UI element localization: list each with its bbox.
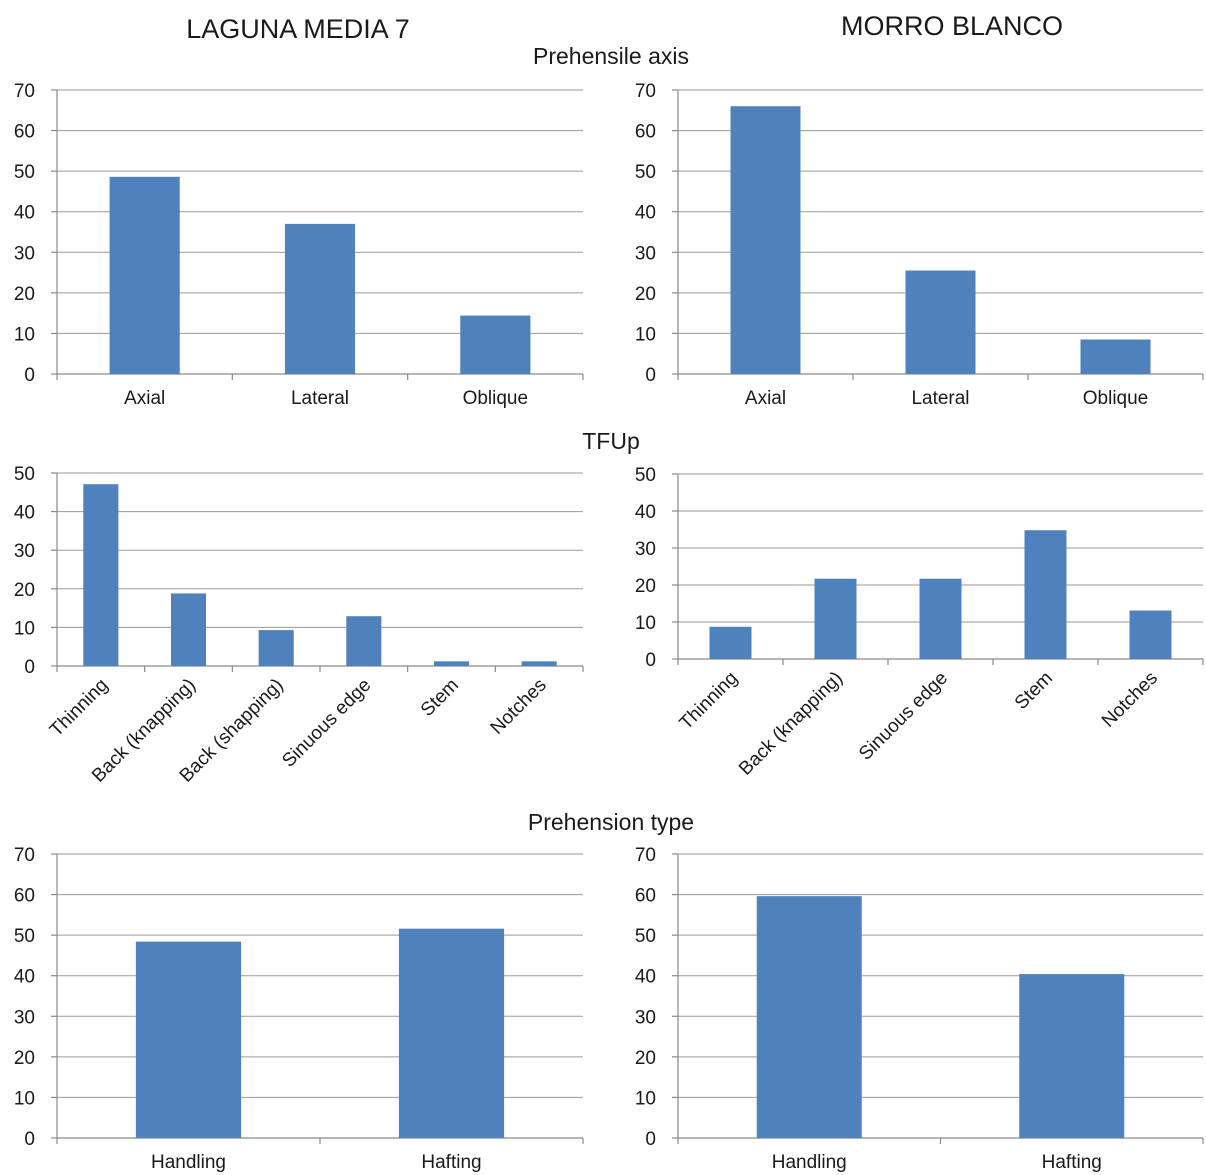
y-tick-label: 40 — [14, 503, 35, 524]
bar — [709, 626, 752, 659]
bar — [346, 616, 382, 666]
y-tick-label: 10 — [14, 324, 35, 345]
bar — [1129, 610, 1172, 659]
y-tick-label: 10 — [635, 324, 656, 345]
bar — [398, 928, 505, 1138]
y-tick-label: 70 — [635, 81, 656, 102]
y-tick-label: 50 — [14, 926, 35, 947]
category-label: Sinuous edge — [855, 668, 952, 765]
category-label: Axial — [745, 388, 786, 409]
bar — [258, 630, 294, 666]
bar — [135, 941, 242, 1138]
bar — [284, 223, 356, 374]
bar — [460, 315, 531, 374]
y-tick-label: 0 — [24, 365, 35, 386]
category-label: Stem — [1011, 668, 1057, 714]
y-tick-label: 0 — [24, 657, 35, 678]
bar — [1019, 974, 1125, 1138]
bar — [109, 176, 180, 374]
y-tick-label: 40 — [635, 502, 656, 523]
category-label: Handling — [151, 1152, 226, 1173]
y-tick-label: 0 — [645, 365, 656, 386]
category-label: Sinuous edge — [278, 675, 375, 772]
site-title-morro-blanco: MORRO BLANCO — [841, 11, 1063, 41]
category-label: Back (knapping) — [735, 668, 847, 780]
y-tick-label: 20 — [635, 576, 656, 597]
y-tick-label: 30 — [14, 1007, 35, 1028]
y-tick-label: 40 — [635, 203, 656, 224]
y-tick-label: 0 — [645, 650, 656, 671]
y-tick-label: 70 — [14, 845, 35, 866]
bar — [905, 270, 976, 374]
category-label: Oblique — [463, 388, 529, 409]
category-label: Hafting — [1042, 1152, 1102, 1173]
section-title-prehension-type: Prehension type — [528, 809, 694, 835]
y-tick-label: 60 — [14, 122, 35, 143]
chart-lm7-axis: 0 10 20 30 40 50 60 70 Axial Lateral Oblique — [14, 81, 584, 409]
y-tick-label: 60 — [14, 886, 35, 907]
y-tick-label: 10 — [14, 1088, 35, 1109]
category-label: Stem — [417, 675, 463, 721]
y-tick-label: 60 — [635, 122, 656, 143]
bar — [814, 578, 857, 659]
category-label: Lateral — [911, 388, 969, 409]
bar — [170, 593, 207, 666]
category-label: Thinning — [676, 668, 742, 734]
chart-mb-type: 0 10 20 30 40 50 60 70 Handling Hafting — [635, 845, 1204, 1173]
y-tick-label: 20 — [14, 1048, 35, 1069]
category-label: Notches — [487, 675, 551, 739]
y-tick-label: 20 — [14, 580, 35, 601]
category-label: Lateral — [291, 388, 349, 409]
y-tick-label: 70 — [635, 845, 656, 866]
bar — [1080, 339, 1151, 374]
bar — [521, 661, 557, 666]
y-tick-label: 20 — [635, 1048, 656, 1069]
bar — [756, 896, 862, 1138]
y-tick-label: 10 — [635, 613, 656, 634]
y-tick-label: 30 — [635, 1007, 656, 1028]
y-tick-label: 50 — [635, 162, 656, 183]
category-label: Oblique — [1083, 388, 1149, 409]
y-tick-label: 10 — [14, 618, 35, 639]
y-tick-label: 60 — [635, 886, 656, 907]
y-tick-label: 40 — [635, 967, 656, 988]
section-title-tfup: TFUp — [582, 428, 640, 454]
y-tick-label: 20 — [14, 284, 35, 305]
y-tick-label: 50 — [14, 464, 35, 485]
y-tick-label: 40 — [14, 967, 35, 988]
y-tick-label: 30 — [635, 243, 656, 264]
category-label: Axial — [124, 388, 165, 409]
y-tick-label: 10 — [635, 1088, 656, 1109]
y-tick-label: 30 — [14, 243, 35, 264]
y-tick-label: 50 — [635, 926, 656, 947]
category-label: Hafting — [421, 1152, 481, 1173]
y-tick-label: 50 — [635, 465, 656, 486]
y-tick-label: 0 — [645, 1129, 656, 1150]
bar — [919, 578, 962, 659]
category-label: Handling — [772, 1152, 847, 1173]
category-label: Notches — [1098, 668, 1162, 732]
section-title-prehensile-axis: Prehensile axis — [533, 43, 689, 69]
category-label: Thinning — [46, 675, 112, 741]
chart-lm7-type: 0 10 20 30 40 50 60 70 Handling Hafting — [14, 845, 584, 1173]
y-tick-label: 0 — [24, 1129, 35, 1150]
site-title-laguna-media-7: LAGUNA MEDIA 7 — [186, 14, 410, 44]
bar — [83, 484, 119, 666]
bar — [730, 106, 801, 374]
y-tick-label: 30 — [14, 541, 35, 562]
chart-mb-axis: 0 10 20 30 40 50 60 70 Axial Lateral Oblique — [635, 81, 1204, 409]
y-tick-label: 70 — [14, 81, 35, 102]
bar — [1024, 530, 1067, 659]
y-tick-label: 30 — [635, 539, 656, 560]
y-tick-label: 50 — [14, 162, 35, 183]
y-tick-label: 40 — [14, 203, 35, 224]
bar — [433, 661, 470, 666]
y-tick-label: 20 — [635, 284, 656, 305]
